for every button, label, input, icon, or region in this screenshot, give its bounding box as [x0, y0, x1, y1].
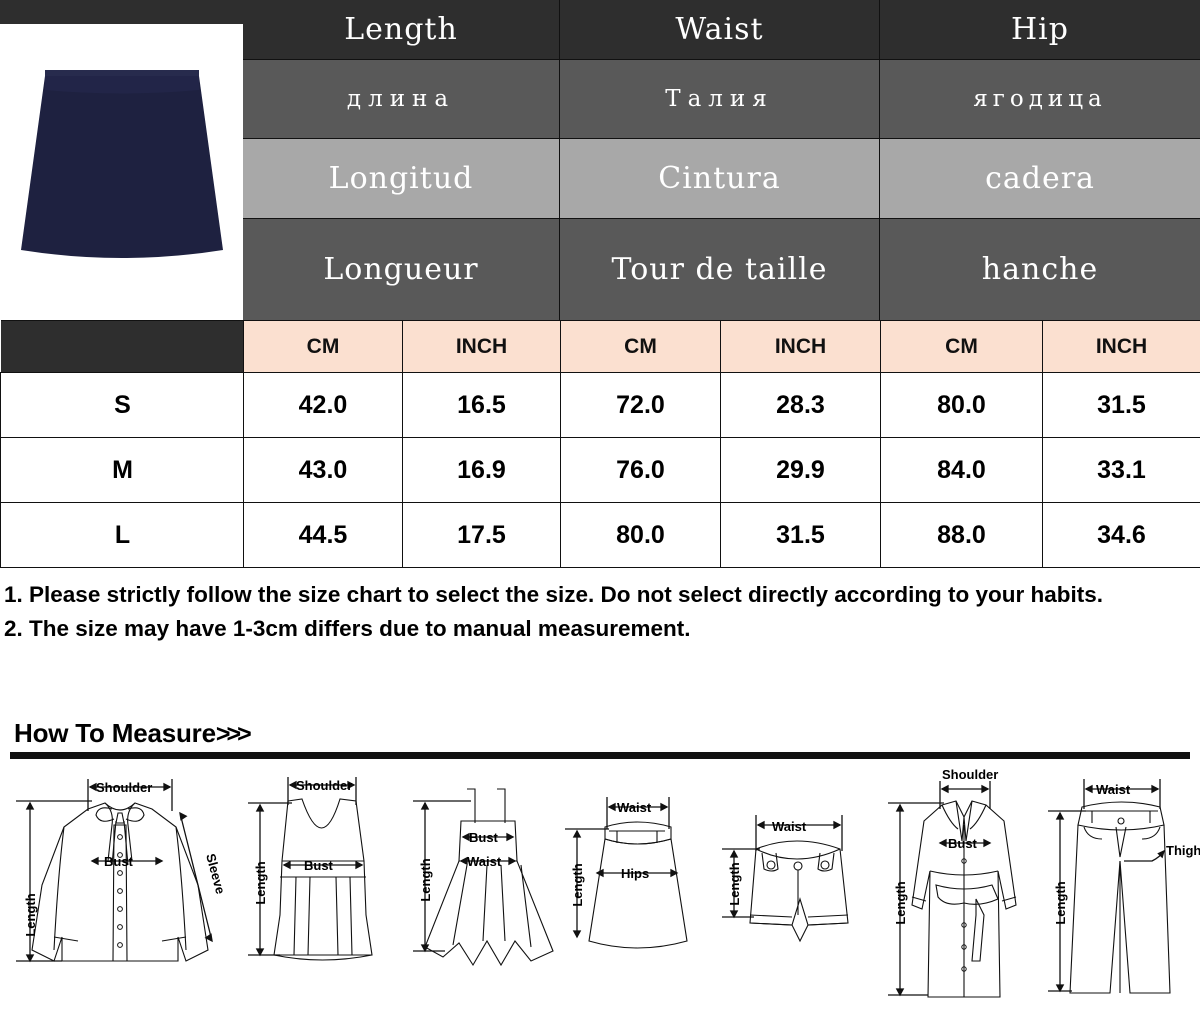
header-length-en: Length — [243, 0, 560, 60]
table-row: S 42.0 16.5 72.0 28.3 80.0 31.5 — [0, 372, 1200, 438]
label-length: Length — [1053, 881, 1068, 924]
notes-section: 1. Please strictly follow the size chart… — [0, 565, 1200, 645]
label-waist: Waist — [1096, 782, 1131, 797]
diagram-shorts: Waist Length — [710, 765, 880, 1020]
label-length: Length — [727, 862, 742, 905]
cell-m-waist-cm: 76.0 — [560, 437, 721, 503]
label-bust: Bust — [104, 854, 134, 869]
header-hip-es: cadera — [880, 139, 1200, 219]
label-length: Length — [570, 863, 585, 906]
unit-header-waist-inch: INCH — [720, 320, 881, 373]
heading-divider — [10, 752, 1190, 759]
header-section: Length Waist Hip длина Талия ягодица Lon… — [0, 0, 1200, 320]
note-line-2: 2. The size may have 1-3cm differs due t… — [4, 615, 691, 641]
chevrons-icon: >>> — [215, 720, 252, 748]
label-bust: Bust — [304, 858, 334, 873]
label-length: Length — [253, 861, 268, 904]
unit-header-blank — [0, 320, 244, 373]
product-image-cell — [0, 0, 243, 320]
size-label-m: M — [0, 437, 244, 503]
size-label-s: S — [0, 372, 244, 438]
unit-header-length-cm: CM — [243, 320, 403, 373]
measurement-diagrams: Shoulder Bust Sleeve Length — [0, 765, 1200, 1020]
header-waist-en: Waist — [560, 0, 880, 60]
diagram-camisole: Shoulder Bust Length — [240, 765, 405, 1020]
cell-l-hip-cm: 88.0 — [880, 502, 1043, 568]
cell-l-hip-inch: 34.6 — [1042, 502, 1200, 568]
header-hip-fr: hanche — [880, 219, 1200, 320]
unit-header-length-inch: INCH — [402, 320, 561, 373]
header-hip-ru: ягодица — [880, 60, 1200, 139]
unit-header-row: CM INCH CM INCH CM INCH — [0, 320, 1200, 373]
unit-header-waist-cm: CM — [560, 320, 721, 373]
cell-s-hip-inch: 31.5 — [1042, 372, 1200, 438]
diagram-blouse: Shoulder Bust Sleeve Length — [0, 765, 240, 1020]
product-skirt-image — [21, 70, 223, 258]
label-length: Length — [893, 881, 908, 924]
label-bust: Bust — [469, 830, 499, 845]
how-to-measure-heading: How To Measure>>> — [14, 718, 252, 749]
label-length: Length — [418, 858, 433, 901]
header-waist-ru: Талия — [560, 60, 880, 139]
unit-header-hip-cm: CM — [880, 320, 1043, 373]
label-length: Length — [23, 893, 38, 936]
table-row: M 43.0 16.9 76.0 29.9 84.0 33.1 — [0, 437, 1200, 503]
label-shoulder: Shoulder — [96, 780, 152, 795]
label-waist: Waist — [467, 854, 502, 869]
unit-header-hip-inch: INCH — [1042, 320, 1200, 373]
diagram-dress: Bust Waist Length — [405, 765, 565, 1020]
cell-m-length-cm: 43.0 — [243, 437, 403, 503]
label-sleeve: Sleeve — [203, 852, 228, 896]
cell-s-waist-cm: 72.0 — [560, 372, 721, 438]
how-to-measure-title: How To Measure — [14, 718, 216, 748]
diagram-skirt: Waist Hips Length — [565, 765, 710, 1020]
label-thigh: Thigh — [1166, 843, 1200, 858]
table-row: L 44.5 17.5 80.0 31.5 88.0 34.6 — [0, 502, 1200, 568]
diagram-coat: Shoulder Bust Length — [880, 765, 1040, 1020]
note-line-1: 1. Please strictly follow the size chart… — [4, 582, 1104, 607]
cell-l-length-inch: 17.5 — [402, 502, 561, 568]
label-waist: Waist — [617, 800, 652, 815]
cell-s-length-inch: 16.5 — [402, 372, 561, 438]
top-dark-bar — [0, 0, 243, 24]
cell-s-waist-inch: 28.3 — [720, 372, 881, 438]
cell-s-hip-cm: 80.0 — [880, 372, 1043, 438]
diagram-pants: Waist Thigh Length — [1040, 765, 1200, 1020]
cell-m-length-inch: 16.9 — [402, 437, 561, 503]
cell-m-hip-inch: 33.1 — [1042, 437, 1200, 503]
label-bust: Bust — [948, 836, 978, 851]
header-length-fr: Longueur — [243, 219, 560, 320]
cell-l-waist-inch: 31.5 — [720, 502, 881, 568]
size-table: CM INCH CM INCH CM INCH S 42.0 16.5 72.0… — [0, 320, 1200, 568]
cell-s-length-cm: 42.0 — [243, 372, 403, 438]
cell-m-waist-inch: 29.9 — [720, 437, 881, 503]
label-shoulder: Shoulder — [942, 767, 998, 782]
label-waist: Waist — [772, 819, 807, 834]
header-hip-en: Hip — [880, 0, 1200, 60]
cell-l-waist-cm: 80.0 — [560, 502, 721, 568]
cell-m-hip-cm: 84.0 — [880, 437, 1043, 503]
header-length-es: Longitud — [243, 139, 560, 219]
multilingual-header-grid: Length Waist Hip длина Талия ягодица Lon… — [243, 0, 1200, 320]
header-waist-es: Cintura — [560, 139, 880, 219]
size-label-l: L — [0, 502, 244, 568]
label-hips: Hips — [621, 866, 649, 881]
label-shoulder: Shoulder — [296, 778, 352, 793]
header-length-ru: длина — [243, 60, 560, 139]
header-waist-fr: Tour de taille — [560, 219, 880, 320]
cell-l-length-cm: 44.5 — [243, 502, 403, 568]
